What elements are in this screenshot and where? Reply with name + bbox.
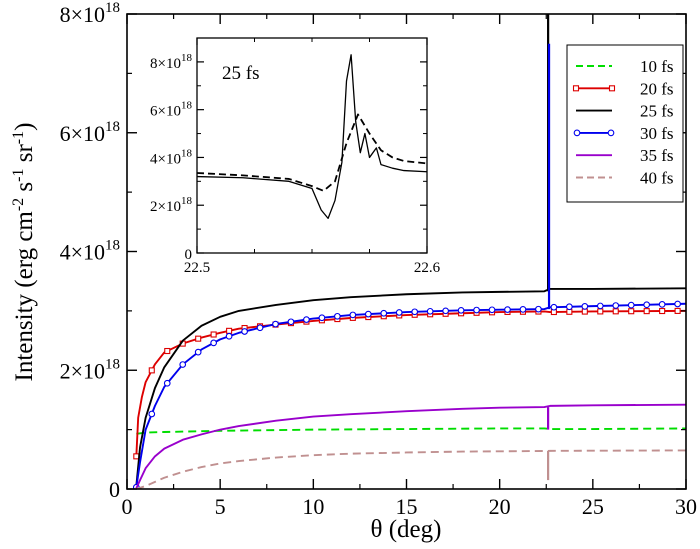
x-tick-label: 30 [675,494,697,519]
series-marker-30-fs [272,320,279,328]
legend-marker [573,129,581,137]
inset-line-solid [197,54,427,220]
series-marker-30-fs [504,306,511,313]
series-marker-20-fs [148,367,155,374]
legend-label-10-fs: 10 fs [640,57,674,76]
series-marker-30-fs [581,302,589,310]
legend-label-25-fs: 25 fs [640,102,674,121]
series-marker-30-fs [318,314,326,322]
legend-label-40-fs: 40 fs [640,169,674,188]
y-tick-label: 6×1018 [60,119,120,146]
legend-label-35-fs: 35 fs [640,146,674,165]
series-line-40-fs [136,449,686,489]
legend-box [566,44,684,203]
series-marker-30-fs [256,324,264,332]
series-marker-30-fs [643,301,651,309]
series-marker-30-fs [550,303,558,311]
series-marker-20-fs [674,307,681,314]
inset-x-tick-label: 22.5 [184,260,210,276]
series-marker-30-fs [241,328,248,335]
x-tick-label: 0 [122,494,133,519]
series-marker-30-fs [674,300,681,308]
series-marker-30-fs [303,316,310,323]
series-marker-30-fs [627,301,635,309]
series-line-30-fs [135,302,686,488]
legend-marker [607,129,615,137]
x-tick-label: 25 [582,494,604,519]
series-marker-30-fs [148,410,156,418]
series-marker-30-fs [364,310,372,318]
series-marker-30-fs [612,302,620,309]
series-marker-30-fs [225,332,233,340]
series-marker-20-fs [612,308,619,315]
legend-marker [608,85,616,92]
inset-y-tick-label: 8×1018 [150,52,192,72]
inset-y-tick-label: 0 [185,247,193,263]
x-tick-label: 5 [215,494,226,519]
series-marker-30-fs [395,309,403,316]
series-marker-30-fs [566,303,573,311]
series-line-20-fs [135,309,686,457]
series-line-25-fs [135,287,686,487]
x-axis-title: θ (deg) [371,516,442,543]
series-marker-30-fs [411,308,419,316]
series-marker-30-fs [473,306,480,314]
x-tick-label: 20 [489,494,511,519]
series-marker-20-fs [226,327,233,334]
series-marker-30-fs [210,339,217,347]
legend-marker [572,85,580,92]
series-marker-30-fs [658,301,666,308]
series-marker-30-fs [426,307,434,315]
series-marker-20-fs [659,307,666,315]
series-marker-30-fs [596,302,604,310]
inset-line-dashed [197,113,427,192]
y-tick-label: 0 [109,477,120,502]
inset-y-tick-label: 2×1018 [150,195,192,215]
series-marker-30-fs [287,318,295,326]
y-tick-label: 2×1018 [60,356,120,383]
inset-label: 25 fs [222,63,259,84]
series-marker-20-fs [597,308,604,315]
legend-label-20-fs: 20 fs [640,79,674,98]
series-marker-20-fs [210,331,217,338]
series-marker-20-fs [581,308,588,315]
series-marker-30-fs [380,309,388,317]
inset-y-tick-label: 4×1018 [150,147,192,167]
series-marker-30-fs [442,307,449,315]
series-line-35-fs [135,403,686,489]
series-marker-30-fs [194,348,202,356]
main-axis-ticks: 0 5 10 15 20 25 30 0 2×1018 4×1018 6×1018 8×1018 [60,0,697,519]
y-tick-label: 4×1018 [60,238,120,265]
x-tick-label: 10 [302,494,324,519]
series-marker-30-fs [334,312,341,320]
series-marker-30-fs [163,379,171,387]
series-marker-20-fs [195,335,202,342]
y-axis-title: Intensity (erg cm-2 s-1 sr-1) [10,123,38,382]
series-marker-30-fs [349,311,357,319]
inset-axis-ticks: 22.5 22.6 0 2×1018 4×1018 6×1018 8×1018 [150,38,441,276]
series-marker-30-fs [535,305,542,313]
main-series-layer [132,14,686,489]
legend: 10 fs 20 fs 25 fs 30 fs 35 fs 40 fs [566,44,684,203]
x-tick-label: 15 [396,494,418,519]
y-tick-label: 8×1018 [60,0,120,27]
series-marker-30-fs [179,361,187,368]
inset-y-tick-label: 6×1018 [150,100,192,120]
inset-series-layer [197,54,427,220]
series-marker-20-fs [628,308,635,315]
inset-x-tick-label: 22.6 [414,260,441,276]
legend-label-30-fs: 30 fs [640,124,674,143]
series-marker-20-fs [164,347,171,355]
inset-background [197,38,427,253]
series-marker-20-fs [643,308,650,315]
series-marker-30-fs [488,306,496,314]
series-marker-30-fs [519,306,527,313]
series-marker-30-fs [457,306,465,314]
